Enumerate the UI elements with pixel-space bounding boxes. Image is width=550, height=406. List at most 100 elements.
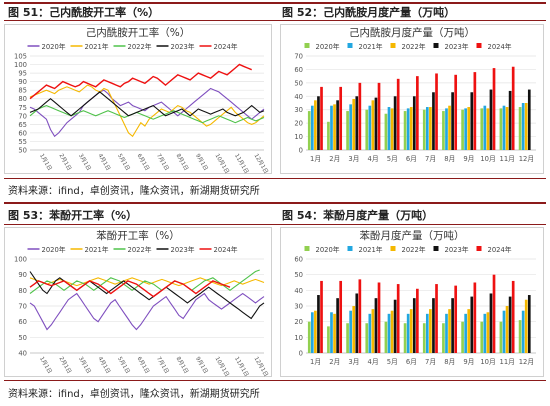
y-tick-label: 0	[299, 350, 303, 358]
x-tick-label: 6月	[406, 358, 417, 366]
y-tick-label: 90	[18, 271, 27, 279]
bar-2020年-3月	[346, 323, 349, 353]
bar-2024年-3月	[358, 82, 362, 150]
bar-2024年-5月	[396, 284, 400, 353]
bar-2021年-2月	[330, 105, 333, 150]
bar-2021年-11月	[502, 105, 506, 150]
bar-2020年-4月	[365, 323, 369, 353]
bar-2023年-1月	[317, 295, 320, 353]
bar-2023年-12月	[527, 89, 531, 150]
bar-2024年-5月	[396, 78, 400, 150]
bar-2023年-4月	[374, 298, 378, 353]
bar-2022年-2月	[333, 104, 336, 150]
x-tick-label: 12月	[519, 155, 534, 163]
bar-2021年-7月	[425, 313, 429, 353]
y-tick-label: 20	[294, 120, 303, 128]
x-tick-label: 3月	[348, 358, 359, 366]
bar-2020年-7月	[422, 323, 426, 353]
source-note-top: 资料来源：ifind，卓创资讯，隆众资讯，新湖期货研究所	[8, 186, 260, 197]
legend-label-2023年: 2023年	[171, 245, 195, 254]
source-note-bottom: 资料来源：ifind，卓创资讯，隆众资讯，新湖期货研究所	[8, 389, 260, 400]
bar-2020年-11月	[499, 321, 503, 353]
bar-2024年-4月	[377, 82, 381, 150]
bar-2024年-6月	[416, 76, 419, 150]
x-tick-label: 4月	[368, 155, 379, 163]
bar-2020年-11月	[499, 108, 503, 150]
bar-2021年-4月	[368, 105, 372, 150]
x-tick-label: 12月	[519, 358, 534, 366]
legend-swatch-2021年	[347, 43, 353, 48]
legend-label-2020年: 2020年	[42, 245, 66, 254]
caption-rule-bottom	[4, 224, 546, 225]
x-tick-label: 1月	[310, 155, 321, 163]
bar-2020年-6月	[403, 323, 407, 353]
legend-label-2022年: 2022年	[128, 245, 152, 254]
x-tick-label: 4月	[368, 358, 379, 366]
bar-2020年-6月	[403, 111, 407, 150]
y-tick-label: 20	[294, 318, 303, 326]
bar-2022年-12月	[524, 103, 528, 150]
legend-label-2022年: 2022年	[402, 42, 426, 51]
bar-2024年-10月	[492, 274, 496, 353]
bar-2022年-4月	[371, 100, 375, 150]
y-tick-label: 80	[18, 95, 27, 103]
bar-2022年-11月	[505, 306, 509, 353]
legend-swatch-2020年	[304, 246, 310, 251]
bar-2022年-4月	[371, 309, 375, 353]
x-tick-label: 10月	[480, 358, 495, 366]
y-tick-label: 70	[294, 53, 303, 61]
bar-2023年-7月	[432, 298, 435, 353]
legend-swatch-2024年	[476, 246, 482, 251]
legend-label-2024年: 2024年	[214, 245, 238, 254]
bar-2023年-5月	[393, 299, 397, 353]
y-tick-label: 10	[294, 334, 303, 342]
series-line-2021年	[29, 277, 265, 287]
bar-2024年-2月	[339, 280, 343, 353]
y-tick-label: 50	[294, 271, 303, 279]
x-tick-label: 5月	[387, 358, 398, 366]
bar-2023年-4月	[374, 97, 378, 150]
legend-label-2024年: 2024年	[488, 245, 512, 254]
legend-label-2022年: 2022年	[128, 42, 152, 51]
series-line-2024年	[29, 63, 252, 100]
bar-2023年-8月	[451, 298, 454, 353]
bar-2023年-9月	[470, 296, 474, 353]
bar-2020年-8月	[442, 323, 445, 353]
bar-2023年-2月	[336, 298, 339, 353]
bar-2022年-10月	[486, 108, 490, 150]
x-tick-label: 2月	[329, 358, 340, 366]
bar-2023年-10月	[489, 89, 493, 150]
x-tick-label: 3月	[348, 155, 359, 163]
y-tick-label: 55	[18, 138, 27, 146]
bar-2020年-9月	[461, 109, 464, 150]
bar-2022年-11月	[505, 107, 509, 150]
bar-2020年-12月	[518, 107, 522, 150]
legend-swatch-2022年	[390, 246, 396, 251]
x-tick-label: 6月	[406, 155, 417, 163]
bar-2021年-4月	[368, 313, 372, 353]
bar-2021年-9月	[464, 313, 467, 353]
y-tick-label: 30	[294, 303, 303, 311]
series-line-2023年	[29, 91, 265, 117]
x-tick-label: 9月	[463, 155, 474, 163]
legend-swatch-2021年	[347, 246, 353, 251]
x-tick-label: 11月	[500, 155, 515, 163]
bar-2022年-5月	[390, 108, 394, 150]
bar-2024年-6月	[416, 288, 419, 353]
middle-rule	[4, 202, 546, 204]
bar-2020年-3月	[346, 111, 349, 150]
bar-2024年-2月	[339, 86, 343, 150]
chart-phenol-operating-rate: 苯酚开工率（%） 2020年 2021年 2022年 2023年 2024年 40 50 60 7…	[4, 227, 272, 377]
bar-2024年-8月	[454, 74, 458, 150]
bar-2021年-12月	[521, 310, 525, 353]
chart-title: 己内酰胺月度产量（万吨）	[349, 26, 475, 39]
bar-2020年-2月	[327, 326, 330, 353]
bar-2023年-10月	[489, 293, 493, 353]
chart-caprolactam-operating-rate: 己内酰胺开工率（%）2020年 2021年 2022年 2023年 2024年50556…	[4, 24, 272, 174]
legend-label-2023年: 2023年	[445, 245, 469, 254]
legend-label-2023年: 2023年	[445, 42, 469, 51]
legend-label-2024年: 2024年	[488, 42, 512, 51]
y-tick-label: 10	[294, 133, 303, 141]
bar-2024年-9月	[473, 72, 477, 150]
caption-fig53: 图 53：苯酚开工率（%）	[8, 209, 138, 222]
